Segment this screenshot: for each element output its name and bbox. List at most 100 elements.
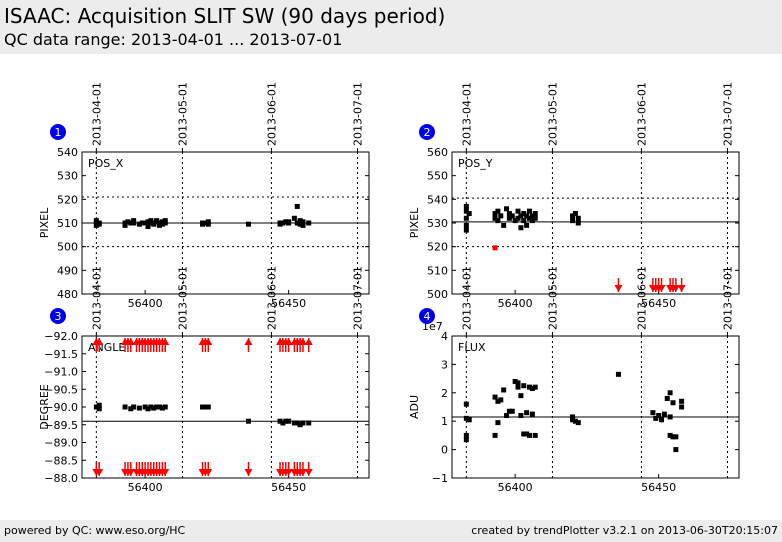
- data-point: [159, 405, 165, 411]
- data-point: [509, 408, 515, 414]
- data-point: [501, 387, 507, 393]
- data-point: [526, 208, 532, 214]
- data-point: [300, 420, 306, 426]
- outlier-arrow-bottom-head: [95, 469, 104, 476]
- data-point: [492, 211, 498, 217]
- y-tick-label: 1: [441, 415, 448, 428]
- x-tick-label: 56450: [271, 481, 306, 494]
- y-tick-label: 560: [427, 146, 448, 159]
- x-tick-label: 56400: [498, 297, 533, 310]
- data-point: [283, 219, 289, 225]
- data-point: [466, 211, 472, 217]
- data-point: [509, 213, 515, 219]
- outlier-arrow-bottom-head: [284, 469, 293, 476]
- data-point: [518, 413, 524, 419]
- y-tick-label: 2: [441, 387, 448, 400]
- data-point: [306, 420, 312, 426]
- y-tick-label: −90.5: [44, 383, 78, 396]
- plot-frame: [451, 151, 740, 295]
- date-tick-label: 2013-06-01: [265, 82, 278, 146]
- data-point: [136, 405, 142, 411]
- data-point: [529, 411, 535, 417]
- data-point: [492, 215, 498, 221]
- date-tick-label: 2013-04-01: [90, 266, 103, 330]
- data-point: [96, 220, 102, 226]
- data-point: [202, 404, 208, 410]
- data-point: [661, 411, 667, 417]
- outlier-arrow-top-head: [244, 338, 253, 345]
- outlier-arrow-top-head: [298, 338, 307, 345]
- data-point: [498, 397, 504, 403]
- data-point: [142, 404, 148, 410]
- page-title: ISAAC: Acquisition SLIT SW (90 days peri…: [4, 4, 446, 28]
- data-point: [495, 218, 501, 224]
- data-point: [131, 404, 137, 410]
- x-tick-label: 56400: [128, 297, 163, 310]
- data-point: [145, 406, 151, 412]
- y-tick-label: 0: [441, 444, 448, 457]
- data-point: [515, 380, 521, 386]
- data-point: [532, 384, 538, 390]
- x-tick-label: 56400: [128, 481, 163, 494]
- date-tick-label: 2013-07-01: [352, 266, 365, 330]
- y-tick-label: 550: [427, 170, 448, 183]
- x-tick-label: 56450: [641, 481, 676, 494]
- data-point: [277, 418, 283, 424]
- panel-number-badge: [50, 308, 66, 324]
- data-point: [524, 431, 530, 437]
- data-point: [492, 394, 498, 400]
- outlier-arrow-top-head: [161, 338, 170, 345]
- data-point: [125, 219, 131, 225]
- outlier-arrow-top-head: [284, 338, 293, 345]
- data-point: [136, 221, 142, 227]
- data-point: [463, 432, 469, 438]
- data-point: [506, 408, 512, 414]
- data-point: [156, 404, 162, 410]
- data-point: [575, 220, 581, 226]
- outlier-arrow-bottom-head: [126, 469, 135, 476]
- y-tick-label: 520: [57, 193, 78, 206]
- data-point: [142, 220, 148, 226]
- panel-1: 2013-04-01 2013-05-01 2013-06-01 2013-07-01…: [38, 82, 370, 310]
- outlier-arrow-bottom-head: [298, 469, 307, 476]
- y-axis-label: PIXEL: [408, 207, 421, 238]
- y-tick-label: 510: [57, 217, 78, 230]
- data-point: [667, 414, 673, 420]
- outlier-arrow-bottom-head: [204, 469, 213, 476]
- data-point: [202, 220, 208, 226]
- data-point: [297, 221, 303, 227]
- plot-frame: [451, 335, 740, 479]
- data-point: [524, 222, 530, 228]
- y-tick-label: 480: [57, 288, 78, 301]
- data-point: [162, 218, 168, 224]
- y-tick-label: −88.5: [44, 454, 78, 467]
- y-tick-label: 4: [441, 330, 448, 343]
- data-point: [280, 420, 286, 426]
- data-point: [524, 410, 530, 416]
- outlier-arrow-head: [657, 285, 666, 292]
- outlier-arrow-bottom-head: [304, 469, 313, 476]
- data-point: [463, 227, 469, 233]
- data-point: [495, 208, 501, 214]
- data-point: [529, 213, 535, 219]
- data-point: [515, 384, 521, 390]
- data-point: [575, 215, 581, 221]
- data-point: [518, 213, 524, 219]
- data-point: [615, 371, 621, 377]
- y-tick-label: 3: [441, 358, 448, 371]
- data-point: [501, 222, 507, 228]
- data-point: [122, 404, 128, 410]
- data-point: [300, 222, 306, 228]
- date-tick-label: 2013-07-01: [722, 266, 735, 330]
- data-point: [512, 218, 518, 224]
- y-tick-label: −89.0: [44, 437, 78, 450]
- data-point: [463, 437, 469, 443]
- data-point: [148, 218, 154, 224]
- data-point: [518, 393, 524, 399]
- data-point: [154, 218, 160, 224]
- data-point: [521, 431, 527, 437]
- panel-3: 2013-04-01 2013-05-01 2013-06-01 2013-07-01…: [38, 266, 370, 494]
- data-point: [466, 417, 472, 423]
- data-point: [570, 218, 576, 224]
- data-point: [504, 206, 510, 212]
